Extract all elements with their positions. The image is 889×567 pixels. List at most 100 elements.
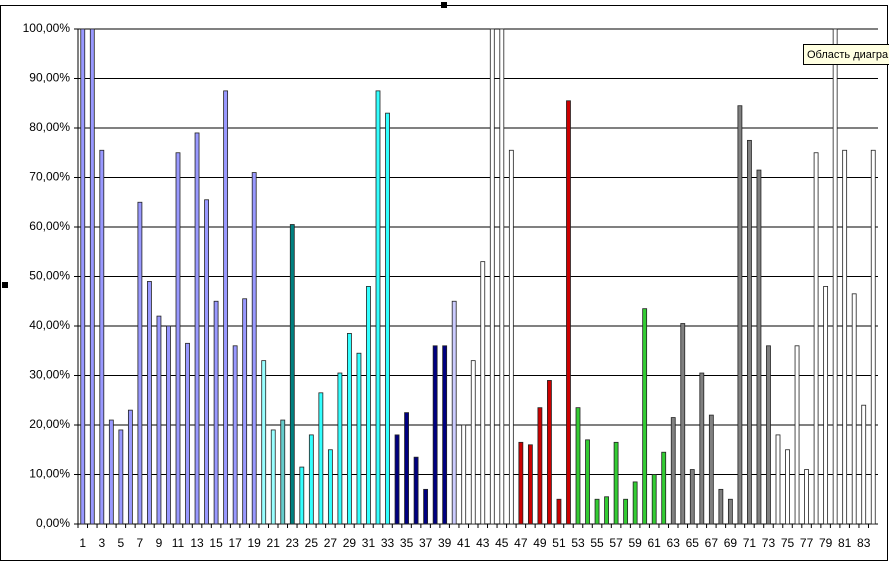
bar (252, 173, 256, 524)
bar (766, 346, 770, 524)
bar (852, 294, 856, 524)
x-tick-label: 55 (590, 536, 604, 550)
bar (700, 373, 704, 524)
bar (90, 29, 94, 524)
x-tick-label: 83 (857, 536, 871, 550)
selection-handle (441, 2, 447, 8)
x-tick-label: 61 (648, 536, 662, 550)
bar (109, 420, 113, 524)
x-tick-label: 43 (476, 536, 490, 550)
bar (395, 435, 399, 524)
bar (100, 150, 104, 524)
bar (833, 29, 837, 524)
bar (862, 405, 866, 524)
bar (166, 326, 170, 524)
bar (128, 410, 132, 524)
y-tick-label: 0,00% (36, 516, 70, 530)
bar (557, 499, 561, 524)
tooltip: Область диагра (804, 45, 889, 65)
x-tick-label: 7 (137, 536, 144, 550)
bar (433, 346, 437, 524)
bar (205, 200, 209, 524)
x-tick-label: 3 (98, 536, 105, 550)
x-tick-label: 11 (172, 536, 185, 550)
bar (586, 440, 590, 524)
x-tick-label: 21 (267, 536, 281, 550)
x-tick-label: 45 (495, 536, 509, 550)
x-tick-label: 17 (228, 536, 242, 550)
y-tick-label: 30,00% (29, 368, 70, 382)
bar (281, 420, 285, 524)
bar (157, 316, 161, 524)
x-tick-label: 27 (324, 536, 338, 550)
bar (519, 442, 523, 524)
x-tick-label: 39 (438, 536, 452, 550)
bar (738, 106, 742, 524)
bar (481, 262, 485, 524)
bar (624, 499, 628, 524)
bar (795, 346, 799, 524)
x-tick-label: 25 (305, 536, 319, 550)
x-tick-label: 35 (400, 536, 414, 550)
x-tick-label: 77 (800, 536, 814, 550)
bar (719, 489, 723, 524)
bar (576, 408, 580, 524)
bar (414, 457, 418, 524)
y-tick-label: 40,00% (29, 318, 70, 332)
x-tick-label: 63 (667, 536, 681, 550)
bar (614, 442, 618, 524)
bar (290, 225, 294, 524)
x-tick-label: 51 (552, 536, 566, 550)
x-tick-label: 23 (286, 536, 300, 550)
bar (671, 418, 675, 524)
bar (328, 450, 332, 524)
bar (805, 470, 809, 524)
selection-handle (2, 282, 8, 288)
bar (147, 281, 151, 524)
y-tick-label: 80,00% (29, 120, 70, 134)
bar (728, 499, 732, 524)
bar (490, 29, 494, 524)
x-tick-label: 65 (686, 536, 700, 550)
bar (186, 343, 190, 524)
y-tick-label: 20,00% (29, 417, 70, 431)
x-tick-label: 19 (248, 536, 262, 550)
x-tick-label: 5 (118, 536, 125, 550)
bar (452, 301, 456, 524)
bar (509, 150, 513, 524)
bar (605, 497, 609, 524)
bar (214, 301, 218, 524)
x-tick-label: 57 (609, 536, 623, 550)
y-tick-label: 60,00% (29, 219, 70, 233)
x-tick-label: 13 (190, 536, 204, 550)
bar (633, 482, 637, 524)
bar (814, 153, 818, 524)
bar (347, 333, 351, 524)
bar (595, 499, 599, 524)
bar (405, 413, 409, 524)
bar (566, 101, 570, 524)
bar (262, 361, 266, 524)
bar (424, 489, 428, 524)
bar (681, 324, 685, 524)
bar (366, 286, 370, 524)
bar (500, 29, 504, 524)
x-tick-label: 53 (571, 536, 585, 550)
x-tick-label: 67 (705, 536, 719, 550)
bar (547, 380, 551, 524)
bar (195, 133, 199, 524)
bar (528, 445, 532, 524)
x-tick-label: 1 (79, 536, 86, 550)
bar (786, 450, 790, 524)
bar (843, 150, 847, 524)
bar (81, 29, 85, 524)
bar (300, 467, 304, 524)
bar (386, 113, 390, 524)
bar (662, 452, 666, 524)
x-tick-label: 15 (209, 536, 223, 550)
bar (224, 91, 228, 524)
bar (757, 170, 761, 524)
bar (776, 435, 780, 524)
